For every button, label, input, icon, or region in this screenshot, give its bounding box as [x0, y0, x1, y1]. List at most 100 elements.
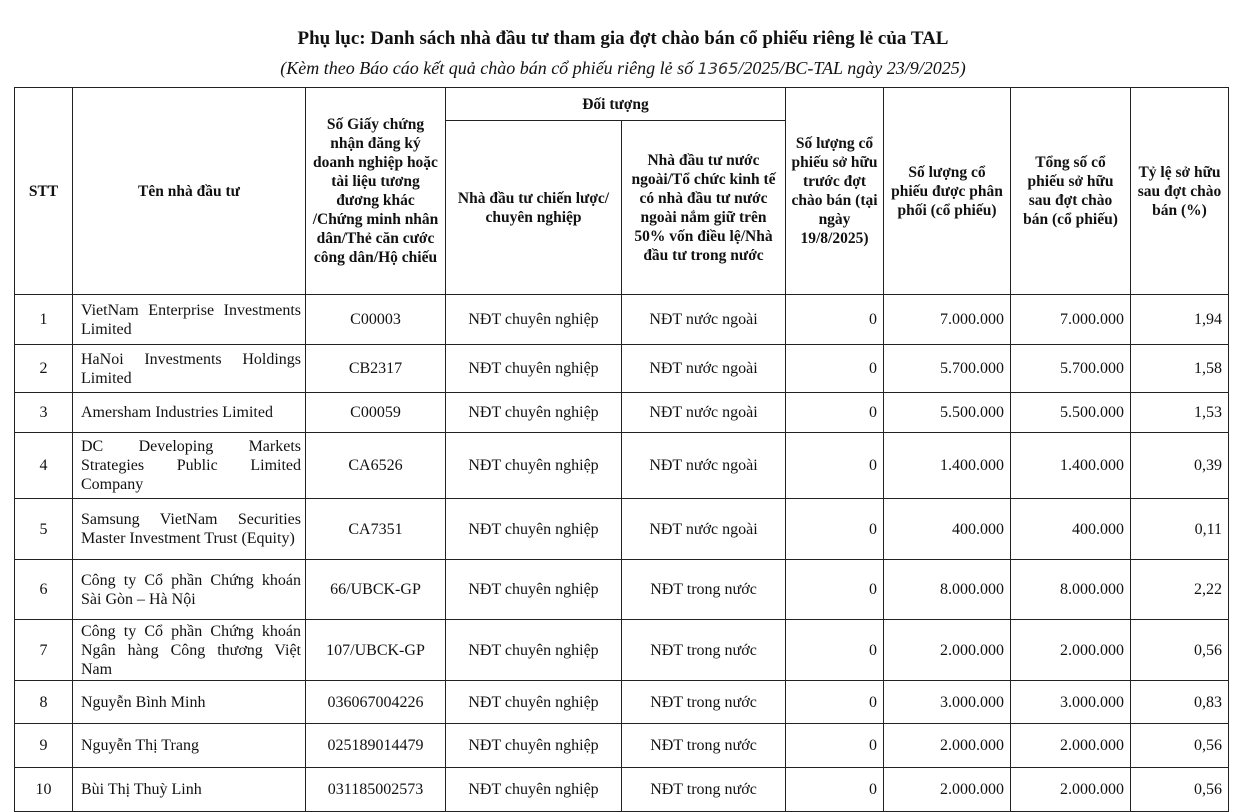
- cell-ratio: 1,58: [1130, 344, 1229, 393]
- header-allocated: Số lượng cổ phiếu được phân phối (cổ phi…: [883, 87, 1011, 295]
- cell-stt: 2: [14, 344, 73, 393]
- cell-name: Samsung VietNam Securities Master Invest…: [72, 498, 306, 560]
- cell-allocated: 7.000.000: [883, 294, 1011, 345]
- table-row: 2 HaNoi Investments Holdings Limited CB231…: [14, 344, 1229, 393]
- cell-before: 0: [785, 723, 884, 768]
- cell-after: 400.000: [1010, 498, 1131, 560]
- cell-after: 2.000.000: [1010, 723, 1131, 768]
- cell-stt: 1: [14, 294, 73, 345]
- cell-allocated: 5.500.000: [883, 392, 1011, 433]
- subtitle-prefix: (Kèm theo Báo cáo kết quả chào bán cổ ph…: [280, 58, 694, 78]
- cell-stt: 3: [14, 392, 73, 433]
- cell-id: 025189014479: [305, 723, 446, 768]
- cell-type1: NĐT chuyên nghiệp: [445, 559, 622, 620]
- header-stt: STT: [14, 87, 73, 295]
- table-row: 6 Công ty Cổ phần Chứng khoán Sài Gòn – H…: [14, 559, 1229, 620]
- cell-stt: 6: [14, 559, 73, 620]
- cell-name: HaNoi Investments Holdings Limited: [72, 344, 306, 393]
- cell-name: Bùi Thị Thuỳ Linh: [72, 767, 306, 812]
- cell-before: 0: [785, 294, 884, 345]
- document-title: Phụ lục: Danh sách nhà đầu tư tham gia đ…: [297, 28, 949, 49]
- cell-after: 7.000.000: [1010, 294, 1131, 345]
- cell-id: CA7351: [305, 498, 446, 560]
- cell-after: 5.700.000: [1010, 344, 1131, 393]
- cell-after: 5.500.000: [1010, 392, 1131, 433]
- cell-before: 0: [785, 432, 884, 499]
- cell-before: 0: [785, 344, 884, 393]
- cell-stt: 9: [14, 723, 73, 768]
- cell-before: 0: [785, 559, 884, 620]
- cell-name: Công ty Cổ phần Chứng khoán Ngân hàng Cô…: [72, 619, 306, 681]
- cell-name: Nguyễn Thị Trang: [72, 723, 306, 768]
- cell-type2: NĐT trong nước: [621, 767, 786, 812]
- cell-id: 107/UBCK-GP: [305, 619, 446, 681]
- cell-type1: NĐT chuyên nghiệp: [445, 619, 622, 681]
- cell-ratio: 1,94: [1130, 294, 1229, 345]
- header-type1: Nhà đầu tư chiến lược/ chuyên nghiệp: [445, 120, 622, 295]
- cell-type2: NĐT nước ngoài: [621, 498, 786, 560]
- cell-after: 3.000.000: [1010, 680, 1131, 724]
- cell-type1: NĐT chuyên nghiệp: [445, 294, 622, 345]
- table-row: 1 VietNam Enterprise Investments Limited C…: [14, 294, 1229, 345]
- cell-id: C00003: [305, 294, 446, 345]
- cell-allocated: 5.700.000: [883, 344, 1011, 393]
- subtitle-suffix: /2025/BC-TAL ngày 23/9/2025): [738, 58, 966, 78]
- cell-before: 0: [785, 619, 884, 681]
- table-row: 4 DC Developing Markets Strategies Public…: [14, 432, 1229, 499]
- cell-allocated: 2.000.000: [883, 767, 1011, 812]
- cell-name: Công ty Cổ phần Chứng khoán Sài Gòn – Hà…: [72, 559, 306, 620]
- cell-allocated: 8.000.000: [883, 559, 1011, 620]
- table-row: 8 Nguyễn Bình Minh 036067004226 NĐT chuyên …: [14, 680, 1229, 724]
- cell-before: 0: [785, 392, 884, 433]
- cell-ratio: 1,53: [1130, 392, 1229, 433]
- cell-ratio: 0,56: [1130, 619, 1229, 681]
- cell-type1: NĐT chuyên nghiệp: [445, 432, 622, 499]
- cell-id: 036067004226: [305, 680, 446, 724]
- cell-before: 0: [785, 498, 884, 560]
- cell-ratio: 2,22: [1130, 559, 1229, 620]
- cell-type2: NĐT trong nước: [621, 619, 786, 681]
- cell-ratio: 0,56: [1130, 767, 1229, 812]
- cell-id: CA6526: [305, 432, 446, 499]
- table-row: 9 Nguyễn Thị Trang 025189014479 NĐT chuyên …: [14, 723, 1229, 768]
- cell-stt: 8: [14, 680, 73, 724]
- cell-ratio: 0,39: [1130, 432, 1229, 499]
- cell-type2: NĐT nước ngoài: [621, 392, 786, 433]
- cell-type2: NĐT nước ngoài: [621, 294, 786, 345]
- cell-allocated: 3.000.000: [883, 680, 1011, 724]
- cell-stt: 5: [14, 498, 73, 560]
- cell-type1: NĐT chuyên nghiệp: [445, 392, 622, 433]
- cell-name: DC Developing Markets Strategies Public …: [72, 432, 306, 499]
- cell-type1: NĐT chuyên nghiệp: [445, 767, 622, 812]
- cell-stt: 4: [14, 432, 73, 499]
- cell-type1: NĐT chuyên nghiệp: [445, 344, 622, 393]
- cell-after: 1.400.000: [1010, 432, 1131, 499]
- cell-ratio: 0,83: [1130, 680, 1229, 724]
- handwritten-report-number: 1365: [697, 59, 739, 78]
- header-name: Tên nhà đầu tư: [72, 87, 306, 295]
- cell-type2: NĐT trong nước: [621, 680, 786, 724]
- cell-allocated: 1.400.000: [883, 432, 1011, 499]
- header-ratio: Tỷ lệ sở hữu sau đợt chào bán (%): [1130, 87, 1229, 295]
- cell-allocated: 2.000.000: [883, 723, 1011, 768]
- cell-ratio: 0,56: [1130, 723, 1229, 768]
- cell-stt: 10: [14, 767, 73, 812]
- cell-after: 8.000.000: [1010, 559, 1131, 620]
- cell-before: 0: [785, 680, 884, 724]
- cell-name: Nguyễn Bình Minh: [72, 680, 306, 724]
- cell-id: CB2317: [305, 344, 446, 393]
- cell-id: 66/UBCK-GP: [305, 559, 446, 620]
- header-after: Tổng số cổ phiếu sở hữu sau đợt chào bán…: [1010, 87, 1131, 295]
- cell-allocated: 400.000: [883, 498, 1011, 560]
- cell-type2: NĐT nước ngoài: [621, 432, 786, 499]
- header-before: Số lượng cổ phiếu sở hữu trước đợt chào …: [785, 87, 884, 295]
- table-row: 3 Amersham Industries Limited C00059 NĐT ch…: [14, 392, 1229, 433]
- cell-type2: NĐT nước ngoài: [621, 344, 786, 393]
- cell-type2: NĐT trong nước: [621, 559, 786, 620]
- cell-name: VietNam Enterprise Investments Limited: [72, 294, 306, 345]
- cell-id: C00059: [305, 392, 446, 433]
- cell-type2: NĐT trong nước: [621, 723, 786, 768]
- header-group: Đối tượng: [445, 87, 786, 121]
- table-row: 5 Samsung VietNam Securities Master Inves…: [14, 498, 1229, 560]
- cell-name: Amersham Industries Limited: [72, 392, 306, 433]
